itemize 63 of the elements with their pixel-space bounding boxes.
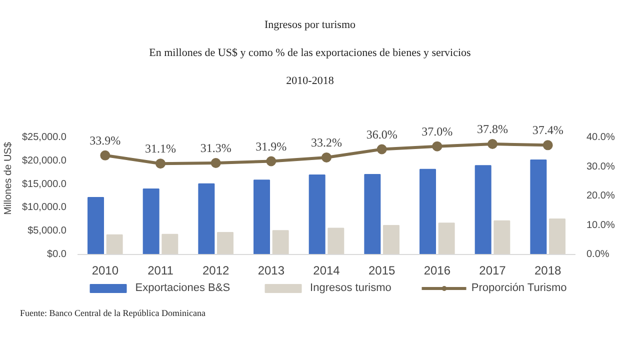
data-label: 36.0% — [366, 127, 398, 142]
data-label: 31.1% — [145, 142, 176, 156]
y-tick-label: $15,000.0 — [22, 178, 67, 190]
y2-tick-label: 40.0% — [586, 132, 615, 144]
bar — [142, 188, 160, 254]
point — [542, 140, 553, 150]
x-tick-label: 2014 — [313, 264, 340, 278]
y-tick-label: $10,000.0 — [22, 202, 67, 214]
y2-tick-label: 30.0% — [586, 161, 615, 172]
data-label: 31.9% — [256, 139, 287, 154]
x-tick-label: 2011 — [148, 264, 174, 278]
chart-title: Ingresos por turismo — [264, 18, 356, 33]
x-tick-label: 2017 — [479, 264, 506, 278]
bar — [106, 234, 123, 254]
bar — [438, 222, 455, 254]
bar — [88, 196, 104, 254]
point — [266, 156, 276, 166]
point — [322, 152, 332, 162]
bar — [420, 168, 436, 254]
bar — [198, 183, 215, 254]
x-tick-label: 2010 — [92, 264, 119, 278]
bar — [474, 165, 492, 254]
point — [376, 144, 387, 154]
y2-tick-label: 10.0% — [586, 220, 615, 231]
legend-label: Proporción Turismo — [471, 282, 567, 294]
bar — [216, 232, 234, 254]
bar — [494, 220, 510, 254]
bar — [254, 180, 270, 254]
legend-label: Ingresos turismo — [310, 282, 392, 294]
text: En millones de US$ y como % de las exportaciones de bienes y servicios 2010-2018 — [149, 47, 471, 87]
y-tick-label: $20,000.0 — [22, 155, 67, 166]
point — [488, 139, 498, 149]
y-axis-title: Millones de US$ — [3, 142, 14, 215]
point — [156, 158, 166, 169]
data-label: 37.0% — [422, 124, 453, 138]
bar — [548, 218, 566, 254]
x-tick-label: 2012 — [202, 264, 230, 278]
y-tick-label: $5,000.0 — [28, 226, 67, 237]
data-label: 31.3% — [200, 141, 232, 156]
bar — [162, 234, 178, 254]
data-label: 37.8% — [477, 122, 508, 136]
y2-tick-label: 20.0% — [586, 190, 615, 202]
point — [210, 158, 221, 168]
bar — [530, 160, 547, 254]
point — [432, 141, 442, 152]
x-tick-label: 2013 — [258, 264, 285, 278]
bar — [308, 174, 326, 254]
legend-label: Exportaciones B&S — [135, 282, 230, 294]
bar — [328, 228, 344, 254]
bar — [382, 225, 400, 254]
data-label: 37.4% — [532, 123, 564, 138]
x-tick-label: 2016 — [424, 264, 451, 278]
x-tick-label: 2015 — [368, 264, 396, 278]
y-tick-label: $25,000.0 — [22, 132, 67, 144]
point — [100, 150, 110, 160]
source-note: Fuente: Banco Central de la República Dominicana — [20, 307, 206, 320]
data-label: 33.9% — [90, 133, 121, 148]
x-tick-label: 2018 — [534, 264, 562, 278]
bar — [272, 230, 289, 254]
data-label: 33.2% — [311, 135, 342, 150]
y2-tick-label: 0.0% — [586, 249, 610, 260]
y-tick-label: $0.0 — [47, 249, 67, 260]
bar — [364, 174, 381, 254]
